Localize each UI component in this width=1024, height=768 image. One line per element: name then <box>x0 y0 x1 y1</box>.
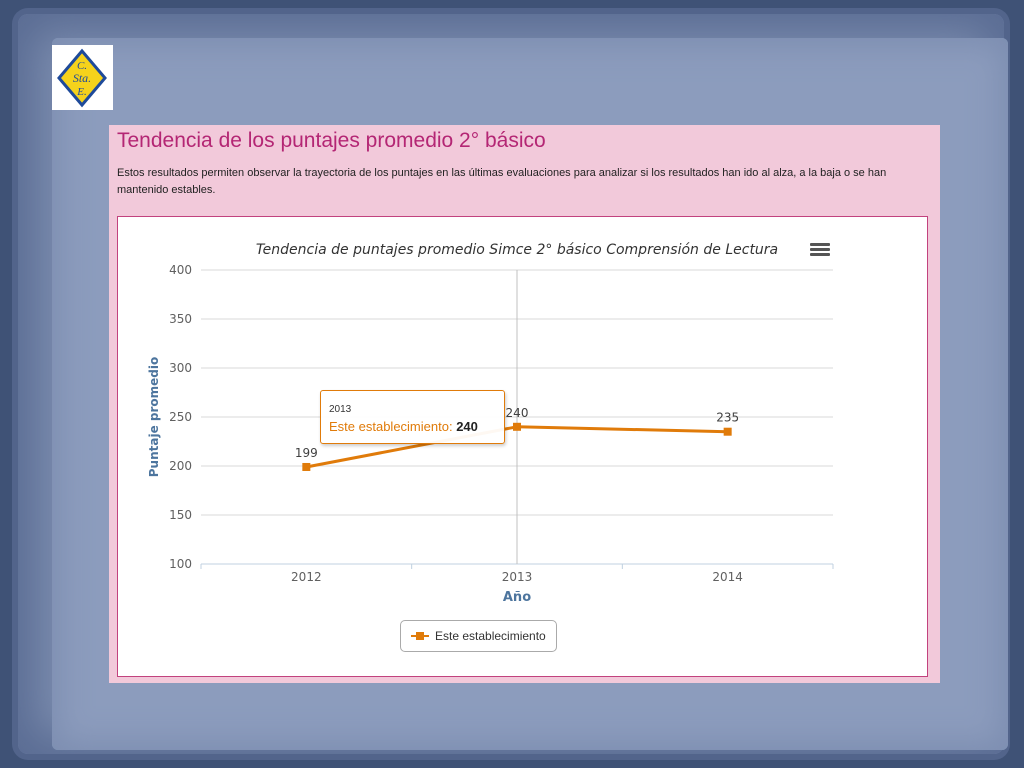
logo-text-2: Sta. <box>73 71 91 85</box>
panel-title: Tendencia de los puntajes promedio 2° bá… <box>117 129 546 152</box>
tooltip-x-label: 2013 <box>329 404 352 415</box>
data-point <box>723 427 732 436</box>
legend-series-label: Este establecimiento <box>435 629 546 643</box>
y-tick-label: 200 <box>169 459 192 473</box>
logo-text-3: E. <box>76 86 86 98</box>
line-chart: Tendencia de puntajes promedio Simce 2° … <box>147 242 834 605</box>
data-label: 240 <box>506 406 529 420</box>
chart-title: Tendencia de puntajes promedio Simce 2° … <box>256 242 778 258</box>
x-tick-label: 2012 <box>291 570 322 584</box>
tooltip-value: 240 <box>456 419 478 434</box>
y-axis-title: Puntaje promedio <box>147 357 161 478</box>
chart-container: Tendencia de puntajes promedio Simce 2° … <box>117 216 928 677</box>
y-tick-label: 150 <box>169 508 192 522</box>
y-tick-label: 400 <box>169 263 192 277</box>
legend-series-marker-icon <box>411 631 429 641</box>
school-logo: C. Sta. E. <box>52 45 113 110</box>
y-tick-label: 100 <box>169 557 192 571</box>
y-tick-label: 350 <box>169 312 192 326</box>
y-tick-label: 300 <box>169 361 192 375</box>
logo-text-1: C. <box>77 60 87 72</box>
data-point <box>513 422 521 431</box>
tooltip-series-name: Este establecimiento <box>329 419 449 434</box>
panel-description: Estos resultados permiten observar la tr… <box>117 167 887 196</box>
chart-legend[interactable]: Este establecimiento <box>400 620 557 652</box>
x-tick-label: 2013 <box>502 570 533 584</box>
y-tick-label: 250 <box>169 410 192 424</box>
x-axis-title: Año <box>503 590 531 605</box>
chart-tooltip: 2013 Este establecimiento: 240 <box>320 390 505 444</box>
hamburger-menu-icon[interactable] <box>810 241 830 259</box>
x-tick-label: 2014 <box>712 570 743 584</box>
data-point <box>302 462 311 471</box>
results-panel: Tendencia de los puntajes promedio 2° bá… <box>109 125 940 683</box>
tooltip-series-line: Este establecimiento: 240 <box>329 419 478 434</box>
data-label: 235 <box>716 411 739 425</box>
data-label: 199 <box>295 446 318 460</box>
